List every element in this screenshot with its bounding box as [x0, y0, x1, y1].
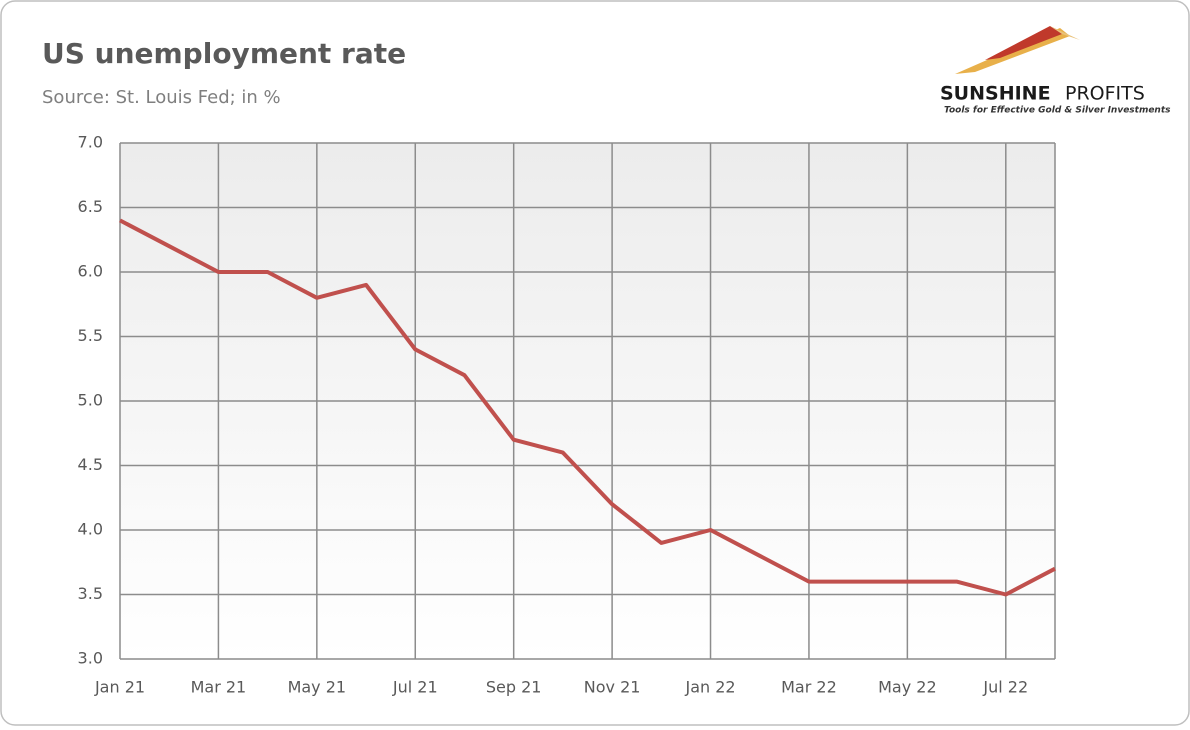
x-tick-label: Jul 21: [392, 678, 438, 697]
logo-brand: PROFITS: [1065, 83, 1145, 105]
x-tick-label: Mar 22: [781, 678, 837, 697]
x-tick-label: May 22: [878, 678, 937, 697]
y-tick-label: 6.5: [78, 197, 103, 216]
y-tick-label: 5.5: [78, 326, 103, 345]
chart-subtitle: Source: St. Louis Fed; in %: [42, 87, 281, 108]
y-tick-label: 3.5: [78, 584, 103, 603]
y-tick-label: 4.5: [78, 455, 103, 474]
y-tick-label: 3.0: [78, 649, 103, 668]
x-tick-label: Jul 22: [982, 678, 1028, 697]
y-tick-label: 6.0: [78, 262, 103, 281]
logo-brand: SUNSHINE: [940, 83, 1051, 105]
y-tick-label: 5.0: [78, 391, 103, 410]
y-tick-label: 7.0: [78, 133, 103, 152]
x-tick-label: Sep 21: [486, 678, 542, 697]
chart-title: US unemployment rate: [42, 37, 406, 70]
logo-swoosh: [1050, 26, 1080, 40]
logo: SUNSHINE PROFITS Tools for Effective Gol…: [940, 26, 1171, 116]
logo-swoosh: [985, 26, 1062, 60]
line-series: [119, 218, 1056, 597]
y-tick-label: 4.0: [78, 520, 103, 539]
logo-tagline: Tools for Effective Gold & Silver Invest…: [944, 106, 1171, 116]
x-tick-label: Mar 21: [191, 678, 247, 697]
x-tick-label: May 21: [288, 678, 347, 697]
x-tick-label: Jan 21: [94, 678, 145, 697]
x-tick-label: Nov 21: [584, 678, 641, 697]
x-tick-label: Jan 22: [684, 678, 735, 697]
